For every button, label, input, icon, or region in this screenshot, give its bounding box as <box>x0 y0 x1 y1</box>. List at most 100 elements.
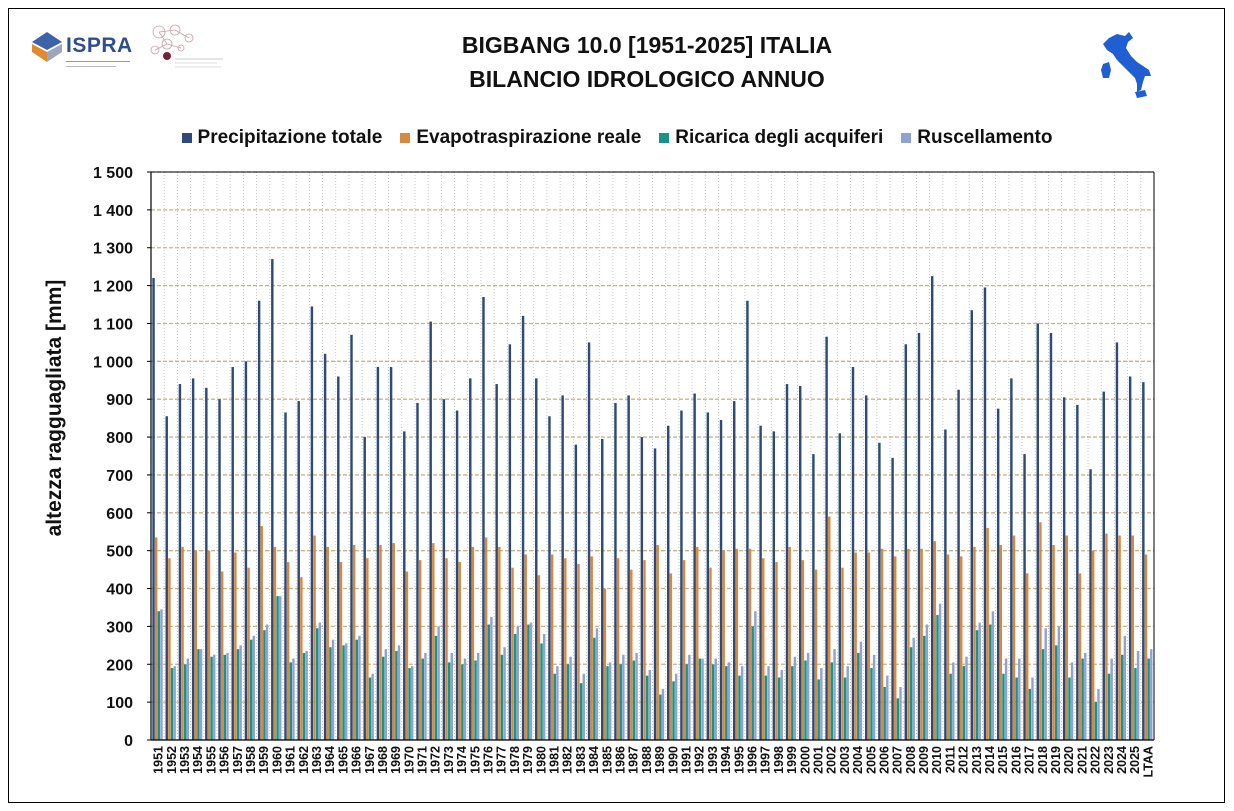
y-tick-label: 0 <box>124 733 133 750</box>
bar-3 <box>292 658 295 740</box>
bar-1 <box>920 548 923 740</box>
x-tick-label: 2004 <box>851 746 865 774</box>
bar-3 <box>648 669 651 740</box>
bar-0 <box>508 344 512 740</box>
x-tick-label: 1994 <box>719 746 733 774</box>
bar-0 <box>403 431 406 740</box>
bar-3 <box>608 662 612 740</box>
x-tick-label: 2005 <box>864 746 878 774</box>
bar-1 <box>801 560 805 740</box>
x-tick-label: 1988 <box>640 746 654 774</box>
legend-item-1: Evapotraspirazione reale <box>400 127 641 149</box>
ispra-logo-subtext-line2 <box>66 66 116 67</box>
bar-0 <box>191 378 195 740</box>
bar-2 <box>1055 645 1058 740</box>
bar-3 <box>978 622 981 740</box>
bar-3 <box>318 622 322 740</box>
bar-3 <box>925 624 929 740</box>
bar-0 <box>284 412 287 740</box>
bar-3 <box>622 654 625 740</box>
bar-0 <box>1076 404 1079 740</box>
bar-1 <box>339 562 343 740</box>
x-tick-label: 1998 <box>772 746 786 774</box>
bar-2 <box>342 645 345 740</box>
bar-2 <box>764 675 768 740</box>
bar-0 <box>996 408 1000 740</box>
bar-2 <box>738 675 741 740</box>
y-tick-label: 700 <box>106 468 133 485</box>
bar-3 <box>846 666 849 740</box>
bar-3 <box>701 658 704 740</box>
x-tick-label: 1954 <box>191 746 205 774</box>
bar-1 <box>630 569 633 740</box>
x-tick-label: 1985 <box>600 746 614 774</box>
bar-1 <box>220 571 224 740</box>
bar-2 <box>263 630 266 740</box>
bar-0 <box>561 395 564 740</box>
bar-0 <box>983 287 987 740</box>
y-tick-label: 1 500 <box>93 165 133 182</box>
y-tick-label: 1 400 <box>93 203 133 220</box>
bar-1 <box>313 535 316 740</box>
bar-2 <box>513 633 517 740</box>
bar-2 <box>276 596 279 740</box>
bar-0 <box>680 410 683 740</box>
legend-label-1: Evapotraspirazione reale <box>416 127 642 148</box>
bar-3 <box>674 673 678 740</box>
x-tick-label: 1974 <box>455 746 469 774</box>
bar-3 <box>239 645 242 740</box>
bar-3 <box>1057 626 1061 740</box>
bar-1 <box>1091 550 1095 740</box>
x-tick-label: 1996 <box>745 746 759 774</box>
bar-2 <box>883 686 886 740</box>
bar-3 <box>833 649 836 740</box>
bar-0 <box>469 378 472 740</box>
bar-2 <box>1068 677 1071 740</box>
bar-3 <box>820 668 823 740</box>
x-tick-label: 2015 <box>996 746 1010 774</box>
bar-1 <box>1025 573 1029 740</box>
x-tick-label: 1971 <box>416 746 430 774</box>
bar-3 <box>556 666 559 740</box>
legend-label-3: Ruscellamento <box>917 127 1053 148</box>
bar-0 <box>733 401 736 740</box>
bar-1 <box>498 546 501 740</box>
bar-1 <box>326 546 329 740</box>
bar-2 <box>421 658 424 740</box>
bar-3 <box>872 654 876 740</box>
bar-2 <box>461 664 464 740</box>
bar-2 <box>1147 658 1150 740</box>
x-tick-label: 1951 <box>152 746 166 774</box>
bar-2 <box>804 660 807 740</box>
bar-2 <box>672 681 675 740</box>
bar-3 <box>331 639 335 740</box>
bar-2 <box>1002 673 1005 740</box>
bar-1 <box>616 558 620 740</box>
bar-0 <box>231 367 234 740</box>
bar-2 <box>1028 688 1032 740</box>
x-tick-label: 1973 <box>442 746 456 774</box>
x-tick-label: 1958 <box>244 746 258 774</box>
bar-0 <box>310 306 314 740</box>
bar-3 <box>965 656 968 740</box>
bar-0 <box>297 401 300 740</box>
bar-3 <box>252 635 256 740</box>
legend-swatch-1 <box>400 133 411 143</box>
x-tick-label: 2020 <box>1062 746 1076 774</box>
bar-1 <box>260 526 263 740</box>
bar-0 <box>667 425 670 740</box>
bar-1 <box>880 548 884 740</box>
bar-1 <box>775 562 778 740</box>
y-tick-label: 1 000 <box>93 354 133 371</box>
bar-0 <box>891 457 894 740</box>
bar-1 <box>1052 544 1055 740</box>
bar-0 <box>878 442 881 740</box>
bar-1 <box>418 560 422 740</box>
bar-0 <box>746 300 749 740</box>
bar-0 <box>706 412 710 740</box>
bar-0 <box>719 420 723 740</box>
bar-0 <box>152 278 155 740</box>
bar-2 <box>1015 677 1018 740</box>
bar-3 <box>345 643 348 740</box>
x-tick-label: 2021 <box>1075 746 1089 774</box>
